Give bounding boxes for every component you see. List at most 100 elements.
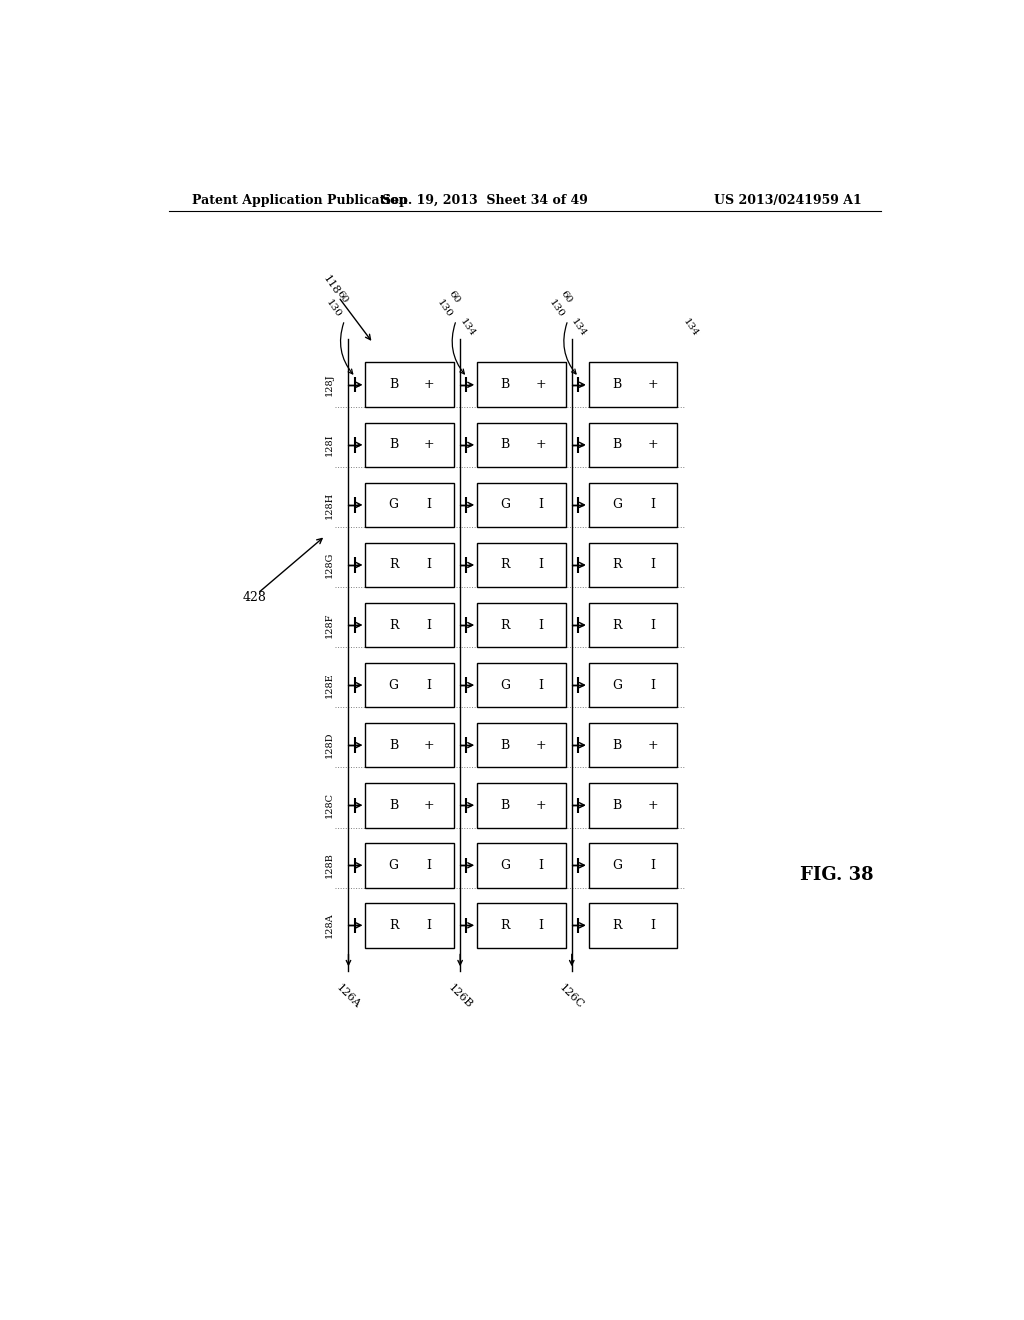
Bar bbox=[477, 903, 565, 948]
Text: +: + bbox=[536, 379, 546, 391]
Text: G: G bbox=[501, 678, 510, 692]
Text: G: G bbox=[501, 499, 510, 511]
Bar bbox=[477, 723, 565, 767]
Bar bbox=[589, 483, 677, 527]
Text: +: + bbox=[536, 438, 546, 451]
Text: I: I bbox=[427, 919, 432, 932]
Text: G: G bbox=[389, 678, 398, 692]
Text: I: I bbox=[427, 558, 432, 572]
Bar bbox=[589, 783, 677, 828]
Text: B: B bbox=[389, 438, 398, 451]
Bar bbox=[366, 543, 454, 587]
Text: I: I bbox=[650, 919, 655, 932]
Text: +: + bbox=[424, 379, 434, 391]
Text: 134: 134 bbox=[458, 317, 476, 338]
Text: 128I: 128I bbox=[325, 433, 334, 457]
Text: I: I bbox=[650, 859, 655, 871]
Text: +: + bbox=[424, 438, 434, 451]
Bar bbox=[477, 663, 565, 708]
Bar bbox=[366, 843, 454, 887]
Text: I: I bbox=[539, 499, 544, 511]
Bar bbox=[366, 483, 454, 527]
Text: 128D: 128D bbox=[325, 731, 334, 759]
Text: 130: 130 bbox=[324, 298, 342, 319]
Text: I: I bbox=[427, 619, 432, 631]
Text: I: I bbox=[427, 859, 432, 871]
Bar bbox=[477, 843, 565, 887]
Text: 118: 118 bbox=[321, 273, 341, 297]
Text: 126C: 126C bbox=[558, 982, 586, 1011]
Text: R: R bbox=[389, 558, 398, 572]
Bar bbox=[589, 723, 677, 767]
Text: B: B bbox=[612, 799, 622, 812]
Text: B: B bbox=[501, 438, 510, 451]
Text: 428: 428 bbox=[243, 591, 266, 603]
Text: Patent Application Publication: Patent Application Publication bbox=[193, 194, 408, 207]
Text: I: I bbox=[650, 558, 655, 572]
Text: B: B bbox=[612, 438, 622, 451]
Text: 128G: 128G bbox=[325, 552, 334, 578]
Bar bbox=[366, 422, 454, 467]
Text: B: B bbox=[389, 379, 398, 391]
Text: B: B bbox=[389, 739, 398, 751]
Bar bbox=[589, 663, 677, 708]
Text: R: R bbox=[389, 919, 398, 932]
Text: R: R bbox=[501, 558, 510, 572]
Text: G: G bbox=[612, 678, 622, 692]
Text: +: + bbox=[647, 379, 657, 391]
Text: B: B bbox=[612, 739, 622, 751]
Text: R: R bbox=[612, 619, 622, 631]
Text: R: R bbox=[501, 919, 510, 932]
Text: 126A: 126A bbox=[335, 982, 362, 1010]
Text: G: G bbox=[501, 859, 510, 871]
Text: B: B bbox=[501, 739, 510, 751]
Text: I: I bbox=[539, 919, 544, 932]
Bar bbox=[366, 783, 454, 828]
Bar bbox=[589, 903, 677, 948]
Text: 128E: 128E bbox=[325, 672, 334, 698]
Text: R: R bbox=[389, 619, 398, 631]
Text: +: + bbox=[647, 739, 657, 751]
Bar bbox=[366, 903, 454, 948]
Bar bbox=[477, 783, 565, 828]
Text: +: + bbox=[536, 799, 546, 812]
Bar bbox=[477, 483, 565, 527]
Text: I: I bbox=[650, 619, 655, 631]
Text: G: G bbox=[612, 499, 622, 511]
Bar bbox=[477, 543, 565, 587]
Text: 60: 60 bbox=[335, 289, 350, 305]
Text: G: G bbox=[389, 859, 398, 871]
Text: 128H: 128H bbox=[325, 491, 334, 519]
Text: R: R bbox=[612, 919, 622, 932]
Bar bbox=[477, 363, 565, 407]
Text: 126B: 126B bbox=[446, 982, 474, 1010]
Text: B: B bbox=[612, 379, 622, 391]
Bar bbox=[589, 603, 677, 647]
Text: I: I bbox=[650, 499, 655, 511]
Text: 128J: 128J bbox=[325, 374, 334, 396]
Text: +: + bbox=[647, 799, 657, 812]
Text: FIG. 38: FIG. 38 bbox=[801, 866, 874, 883]
Text: B: B bbox=[501, 379, 510, 391]
Bar bbox=[366, 663, 454, 708]
Text: 134: 134 bbox=[569, 317, 588, 338]
Text: I: I bbox=[539, 859, 544, 871]
Text: R: R bbox=[501, 619, 510, 631]
Text: 128F: 128F bbox=[325, 612, 334, 638]
Text: I: I bbox=[650, 678, 655, 692]
Bar bbox=[589, 363, 677, 407]
Text: G: G bbox=[612, 859, 622, 871]
Text: 128C: 128C bbox=[325, 792, 334, 818]
Text: +: + bbox=[424, 739, 434, 751]
Text: I: I bbox=[427, 678, 432, 692]
Text: 128B: 128B bbox=[325, 853, 334, 878]
Bar bbox=[589, 422, 677, 467]
Text: +: + bbox=[647, 438, 657, 451]
Bar bbox=[589, 543, 677, 587]
Text: B: B bbox=[501, 799, 510, 812]
Text: I: I bbox=[427, 499, 432, 511]
Bar bbox=[477, 422, 565, 467]
Text: 130: 130 bbox=[547, 298, 565, 319]
Text: I: I bbox=[539, 558, 544, 572]
Text: B: B bbox=[389, 799, 398, 812]
